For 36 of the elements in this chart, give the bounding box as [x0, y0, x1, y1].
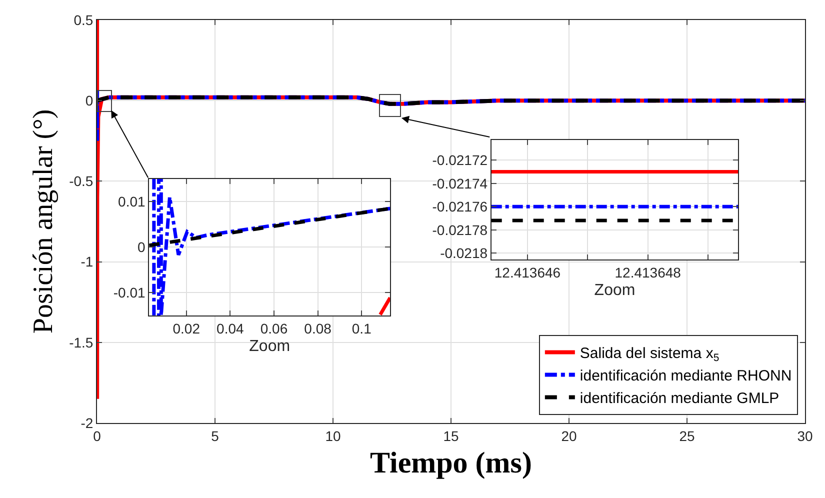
- line-series: [97, 88, 805, 143]
- line-series: [152, 178, 390, 316]
- y-tick-label: -2: [80, 414, 94, 431]
- x-tick-label: 30: [797, 428, 813, 444]
- x-tick-label: 20: [561, 428, 577, 444]
- y-tick-label: -0.02172: [432, 152, 488, 168]
- y-tick-label: -0.01: [113, 284, 146, 301]
- x-tick-label: 15: [443, 428, 459, 444]
- y-tick-label: 0.5: [74, 12, 94, 28]
- x-tick-label: 0.02: [172, 320, 200, 336]
- legend-label: identificación mediante RHONN: [580, 368, 792, 385]
- y-tick-label: 0: [85, 92, 94, 108]
- y-tick-label: -0.02178: [432, 222, 488, 238]
- y-tick-label: -1.5: [69, 334, 94, 350]
- y-tick-label: -0.0218: [440, 244, 488, 261]
- x-tick-label: 25: [679, 428, 695, 444]
- legend-label: identificación mediante GMLP: [580, 390, 780, 408]
- y-tick-label: -1: [80, 254, 94, 270]
- y-tick-label: -0.02174: [432, 175, 488, 192]
- x-tick-label: 5: [211, 428, 220, 444]
- x-axis-title: Tiempo (ms): [370, 446, 532, 480]
- y-tick-label: -0.5: [69, 173, 94, 190]
- y-tick-label: 0.01: [118, 194, 146, 210]
- legend-label: Salida del sistema x$_{5}$: [580, 345, 720, 364]
- x-axis-title: Zoom: [249, 338, 290, 355]
- x-tick-label: 0.1: [352, 320, 372, 336]
- x-tick-label: 10: [325, 428, 341, 444]
- x-axis-title: Zoom: [594, 282, 636, 300]
- x-tick-label: 0.04: [216, 320, 244, 336]
- y-tick-label: -0.02176: [432, 198, 488, 215]
- x-tick-label: 0.06: [260, 320, 288, 336]
- x-tick-label: 12.413646: [494, 264, 561, 280]
- x-tick-label: 12.413648: [614, 264, 682, 280]
- y-tick-label: 0: [138, 239, 146, 256]
- x-tick-label: 0.08: [304, 320, 332, 336]
- y-axis-title: Posición angular (°): [28, 109, 59, 334]
